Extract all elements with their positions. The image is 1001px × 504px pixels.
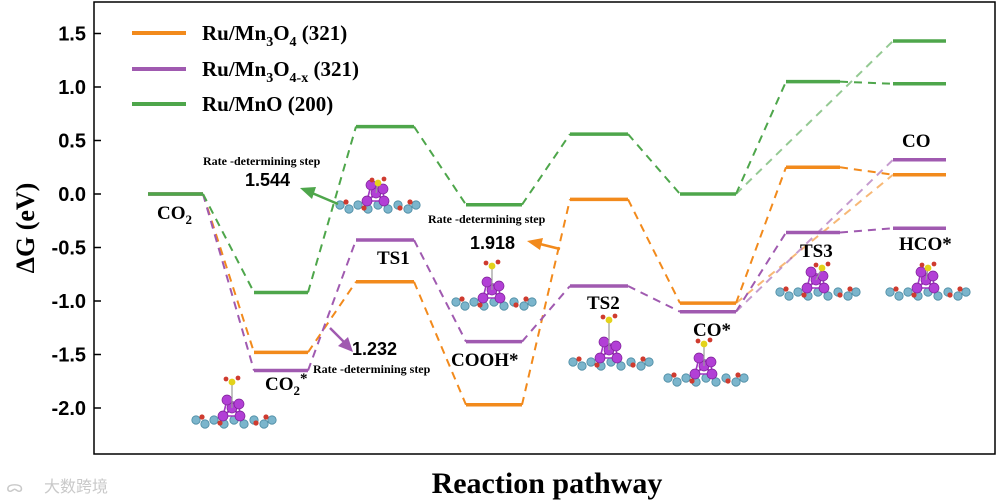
- rds1-arrowhead: [300, 187, 316, 199]
- y-tick-label: -2.0: [52, 398, 86, 420]
- rds3-arrowhead: [338, 337, 353, 352]
- series-connector: [202, 193, 255, 353]
- branch-connector: [735, 40, 894, 195]
- series-layer: [148, 39, 946, 407]
- rds-arrows: [300, 187, 561, 352]
- y-axis-title: ΔG (eV): [11, 183, 40, 274]
- state-label-co-ads: CO*: [693, 320, 731, 341]
- series-connector: [627, 198, 681, 304]
- molecule-illustrations: [191, 176, 971, 429]
- state-label-ts2: TS2: [587, 293, 620, 314]
- state-label-co2-ads: CO2*: [265, 371, 308, 398]
- series-connector: [839, 166, 894, 176]
- y-axis-ticks: 1.5 1.0 0.5 0.0 -0.5 -1.0 -1.5 -2.0: [52, 24, 101, 420]
- series-connector: [413, 239, 467, 343]
- series-connector: [413, 126, 467, 206]
- x-axis-title: Reaction pathway: [432, 467, 663, 500]
- y-tick-label: 0.0: [58, 184, 86, 206]
- series-connector: [839, 80, 894, 85]
- state-label-ts1: TS1: [377, 248, 410, 269]
- rds3-arrow: [329, 327, 346, 344]
- y-tick-label: -1.0: [52, 291, 86, 313]
- watermark-logo-icon: ᯅ: [6, 477, 23, 496]
- series-connector: [307, 239, 357, 371]
- y-tick-label: 1.5: [58, 24, 86, 46]
- rds2-text: Rate -determining step: [428, 212, 546, 226]
- molecule-cluster: [335, 176, 421, 214]
- molecule-cluster: [568, 313, 654, 371]
- series-connector: [307, 281, 357, 353]
- legend-label-ru-mn3o4-x: Ru/Mn3O4-x (321): [202, 57, 359, 86]
- series-connector: [307, 126, 357, 293]
- series-connector: [735, 81, 787, 195]
- rds3-text: Rate -determining step: [313, 362, 431, 376]
- rds2-value: 1.918: [470, 233, 515, 253]
- y-tick-label: 0.5: [58, 131, 86, 153]
- legend: Ru/Mn3O4 (321) Ru/Mn3O4-x (321) Ru/MnO (…: [132, 21, 359, 116]
- molecule-cluster: [663, 337, 749, 387]
- y-tick-label: 1.0: [58, 77, 86, 99]
- molecule-cluster: [191, 375, 277, 429]
- series-connector: [202, 193, 255, 293]
- y-tick-label: -1.5: [52, 345, 86, 367]
- series-connector: [735, 231, 787, 313]
- rds2-arrow: [539, 242, 561, 251]
- state-label-cooh: COOH*: [451, 350, 519, 371]
- molecule-cluster: [885, 261, 971, 301]
- rds3-value: 1.232: [352, 339, 397, 359]
- y-tick-label: -0.5: [52, 238, 86, 260]
- series-connector: [521, 133, 571, 206]
- series-connector: [627, 285, 681, 313]
- state-label-hco: HCO*: [899, 234, 952, 255]
- watermark: ᯅ 大数跨境: [6, 477, 108, 496]
- rds1-text: Rate -determining step: [203, 154, 321, 168]
- rds1-value: 1.544: [245, 170, 290, 190]
- state-label-co: CO: [902, 131, 931, 152]
- series-connector: [521, 199, 571, 406]
- state-label-co2: CO2: [157, 203, 192, 227]
- series-1: [148, 158, 946, 373]
- watermark-text: 大数跨境: [44, 477, 108, 496]
- series-connector: [202, 193, 255, 371]
- rds1-arrow: [311, 191, 339, 206]
- plot-frame: [93, 1, 996, 455]
- rds2-arrowhead: [527, 238, 543, 250]
- legend-label-ru-mno: Ru/MnO (200): [202, 92, 333, 116]
- molecule-cluster: [451, 259, 537, 311]
- branch-connector: [735, 159, 894, 313]
- series-connector: [839, 227, 894, 234]
- series-2: [148, 39, 946, 295]
- legend-label-ru-mn3o4: Ru/Mn3O4 (321): [202, 21, 347, 50]
- molecule-cluster: [775, 261, 861, 301]
- state-label-ts3: TS3: [800, 241, 833, 262]
- series-connector: [735, 166, 787, 304]
- series-connector: [627, 133, 681, 195]
- series-connector: [521, 285, 571, 343]
- branch-connector: [735, 173, 894, 304]
